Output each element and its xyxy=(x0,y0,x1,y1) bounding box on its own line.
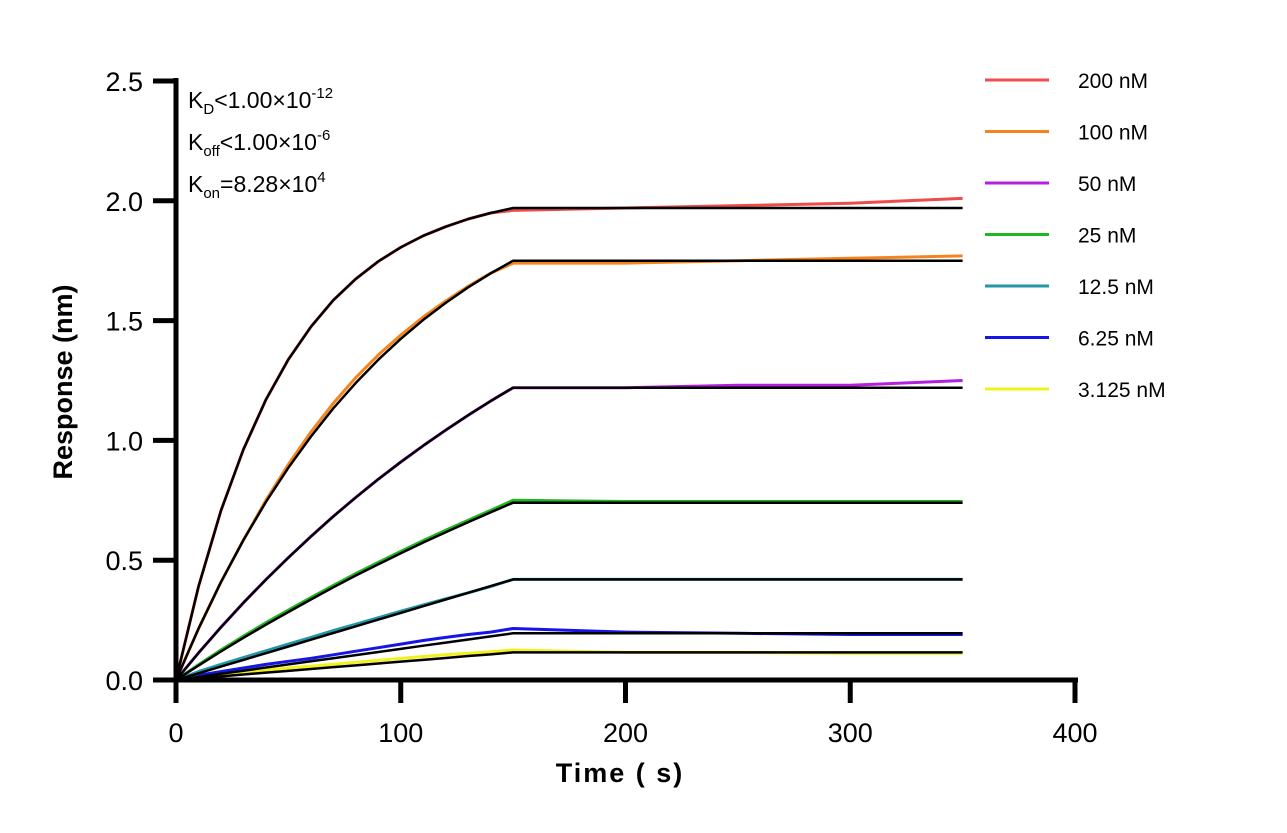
series-layer xyxy=(174,196,963,682)
x-axis-label: Time ( s) xyxy=(556,758,685,788)
x-tick-label: 0 xyxy=(168,718,183,748)
series-line-3-125-nM xyxy=(175,648,963,682)
y-tick-label: 2.0 xyxy=(105,187,143,217)
fit-line-12-5-nM xyxy=(175,578,963,682)
legend-label: 100 nM xyxy=(1078,122,1148,145)
y-tick-label: 1.5 xyxy=(105,307,143,337)
legend-label: 50 nM xyxy=(1078,173,1136,196)
legend-label: 12.5 nM xyxy=(1078,276,1154,299)
fit-line-50-nM xyxy=(175,386,963,681)
legend-label: 200 nM xyxy=(1078,70,1148,93)
y-tick-label: 0.0 xyxy=(105,666,143,696)
x-tick-label: 100 xyxy=(378,718,423,748)
series-line-25-nM xyxy=(175,498,963,682)
annotation-koff: Koff<1.00×10-6 xyxy=(188,127,331,160)
fit-line-3-125-nM xyxy=(175,651,963,682)
fit-line-200-nM xyxy=(174,206,963,681)
y-tick-label: 1.0 xyxy=(105,426,143,456)
series-line-100-nM xyxy=(174,254,963,681)
series-line-6-25-nM xyxy=(175,627,963,682)
y-axis-label: Response (nm) xyxy=(48,284,78,479)
x-tick-label: 300 xyxy=(828,718,873,748)
fit-line-100-nM xyxy=(174,259,963,681)
legend-label: 25 nM xyxy=(1078,225,1136,248)
ticks: 0 100 200 300 400 0.0 0.5 1.0 1.5 2.0 2.5 xyxy=(105,67,1097,748)
fit-line-6-25-nM xyxy=(175,632,963,682)
y-tick-label: 0.5 xyxy=(105,546,143,576)
annotation-kon: Kon=8.28×104 xyxy=(188,169,326,202)
annotation-kd: KD<1.00×10-12 xyxy=(188,85,334,118)
fit-line-25-nM xyxy=(175,501,963,682)
legend: 200 nM 100 nM 50 nM 25 nM 12.5 nM 6.25 nM 3.12… xyxy=(985,70,1166,402)
y-tick-label: 2.5 xyxy=(105,67,143,97)
x-tick-label: 400 xyxy=(1052,718,1097,748)
x-tick-label: 200 xyxy=(603,718,648,748)
legend-label: 6.25 nM xyxy=(1078,328,1154,351)
legend-label: 3.125 nM xyxy=(1078,379,1166,402)
